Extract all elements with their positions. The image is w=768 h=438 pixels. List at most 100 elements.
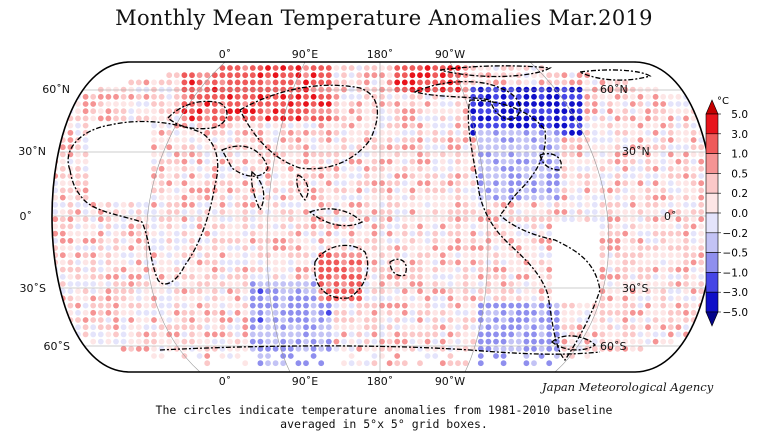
anomaly-dot [333, 144, 340, 151]
anomaly-dot [417, 288, 423, 295]
anomaly-dot [333, 309, 340, 316]
anomaly-dot [477, 223, 484, 230]
anomaly-dot [135, 295, 142, 302]
anomaly-dot [622, 216, 629, 223]
anomaly-dot [690, 122, 697, 129]
anomaly-dot [166, 259, 173, 266]
anomaly-dot [584, 180, 591, 187]
anomaly-dot [576, 86, 583, 93]
anomaly-dot [394, 194, 401, 201]
anomaly-dot [462, 209, 469, 215]
anomaly-dot [249, 86, 256, 93]
anomaly-dot [553, 101, 560, 107]
anomaly-dot [607, 180, 613, 187]
anomaly-dot [295, 151, 302, 158]
anomaly-dot [249, 281, 256, 287]
anomaly-dot [257, 209, 264, 215]
anomaly-dot [265, 331, 271, 338]
anomaly-dot [143, 259, 150, 266]
anomaly-dot [371, 295, 378, 302]
anomaly-dot [371, 360, 378, 367]
anomaly-dot [667, 230, 674, 237]
anomaly-dot [303, 309, 309, 316]
anomaly-dot [622, 338, 629, 345]
anomaly-dot [447, 115, 454, 122]
anomaly-dot [538, 338, 545, 345]
anomaly-dot [181, 79, 188, 86]
anomaly-dot [105, 201, 112, 208]
anomaly-dot [455, 281, 461, 287]
anomaly-dot [614, 230, 621, 237]
anomaly-dot [113, 216, 119, 223]
anomaly-dot [59, 180, 66, 187]
anomaly-dot [37, 209, 43, 215]
anomaly-dot [447, 108, 454, 115]
anomaly-dot [356, 237, 363, 244]
anomaly-dot [470, 209, 477, 215]
anomaly-dot [591, 137, 598, 143]
anomaly-dot [211, 309, 218, 316]
anomaly-dot [561, 72, 568, 79]
anomaly-dot [166, 86, 173, 93]
colorbar-tick-label: −0.2 [723, 228, 749, 240]
anomaly-dot [683, 230, 689, 237]
anomaly-dot [295, 360, 302, 367]
anomaly-dot [576, 194, 583, 201]
anomaly-dot [439, 309, 446, 316]
anomaly-dot [75, 302, 81, 309]
anomaly-dot [227, 223, 233, 230]
anomaly-dot [325, 338, 332, 345]
anomaly-dot [189, 302, 195, 309]
map-title: Monthly Mean Temperature Anomalies Mar.2… [115, 6, 653, 30]
anomaly-dot [105, 259, 112, 266]
anomaly-dot [196, 158, 203, 165]
anomaly-dot [477, 151, 484, 158]
anomaly-dot [546, 93, 553, 100]
anomaly-dot [401, 137, 408, 143]
anomaly-dot [409, 338, 416, 345]
anomaly-dot [151, 338, 157, 345]
anomaly-dot [698, 245, 705, 251]
anomaly-dot [242, 345, 249, 352]
anomaly-dot [690, 158, 697, 165]
anomaly-dot [356, 122, 363, 129]
anomaly-dot [652, 137, 659, 143]
anomaly-dot [371, 302, 378, 309]
anomaly-dot [629, 273, 636, 280]
anomaly-dot [394, 158, 401, 165]
anomaly-dot [265, 345, 271, 352]
anomaly-dot [447, 309, 454, 316]
anomaly-dot [181, 144, 188, 151]
anomaly-dot [493, 266, 499, 273]
anomaly-dot [386, 65, 393, 71]
anomaly-dot [272, 129, 279, 136]
anomaly-dot [462, 108, 469, 115]
anomaly-dot [667, 129, 674, 136]
anomaly-dot [211, 237, 218, 244]
anomaly-dot [219, 237, 226, 244]
anomaly-dot [675, 309, 682, 316]
anomaly-dot [348, 345, 355, 352]
anomaly-dot [508, 86, 515, 93]
anomaly-dot [75, 324, 81, 331]
anomaly-dot [272, 79, 279, 86]
anomaly-dot [660, 165, 667, 172]
anomaly-dot [181, 101, 188, 107]
anomaly-dot [325, 173, 332, 179]
anomaly-dot [439, 259, 446, 266]
anomaly-dot [599, 331, 606, 338]
anomaly-dot [493, 252, 499, 259]
anomaly-dot [128, 245, 135, 251]
anomaly-dot [105, 331, 112, 338]
anomaly-dot [485, 108, 492, 115]
anomaly-dot [325, 122, 332, 129]
anomaly-dot [432, 201, 439, 208]
anomaly-dot [417, 230, 423, 237]
anomaly-dot [447, 252, 454, 259]
anomaly-dot [249, 122, 256, 129]
anomaly-dot [158, 230, 165, 237]
anomaly-dot [310, 317, 317, 323]
anomaly-dot [462, 245, 469, 251]
anomaly-dot [52, 230, 59, 237]
graticule [52, 62, 714, 372]
